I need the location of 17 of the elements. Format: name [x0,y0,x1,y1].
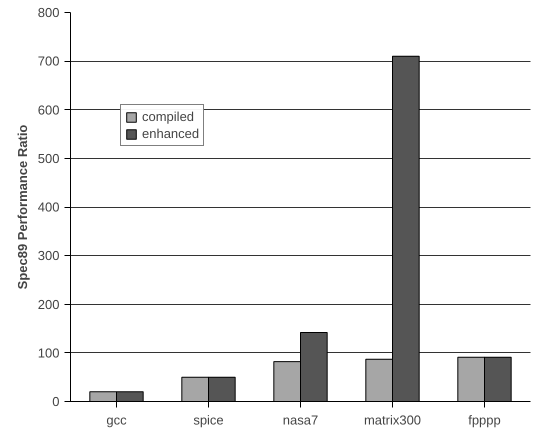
x-tick-label: matrix300 [364,412,422,428]
y-tick-label: 700 [38,54,60,69]
x-tick-label: spice [193,412,224,428]
x-tick-label: fpppp [468,412,501,428]
y-tick-label: 400 [38,200,60,214]
y-tick-label: 0 [52,394,60,409]
y-tick-label: 800 [38,5,60,20]
y-axis-title: Spec89 Performance Ratio [14,124,30,290]
y-tick-label: 500 [38,150,60,166]
x-tick-label: gcc [106,412,128,428]
y-tick-label: 100 [38,345,60,360]
legend-label: enhanced [142,126,200,141]
y-tick-label: 200 [38,296,60,312]
y-tick-label: 300 [38,248,60,264]
y-tick-label: 600 [38,102,60,118]
x-tick-label: nasa7 [282,412,318,428]
legend-label: compiled [142,109,194,124]
